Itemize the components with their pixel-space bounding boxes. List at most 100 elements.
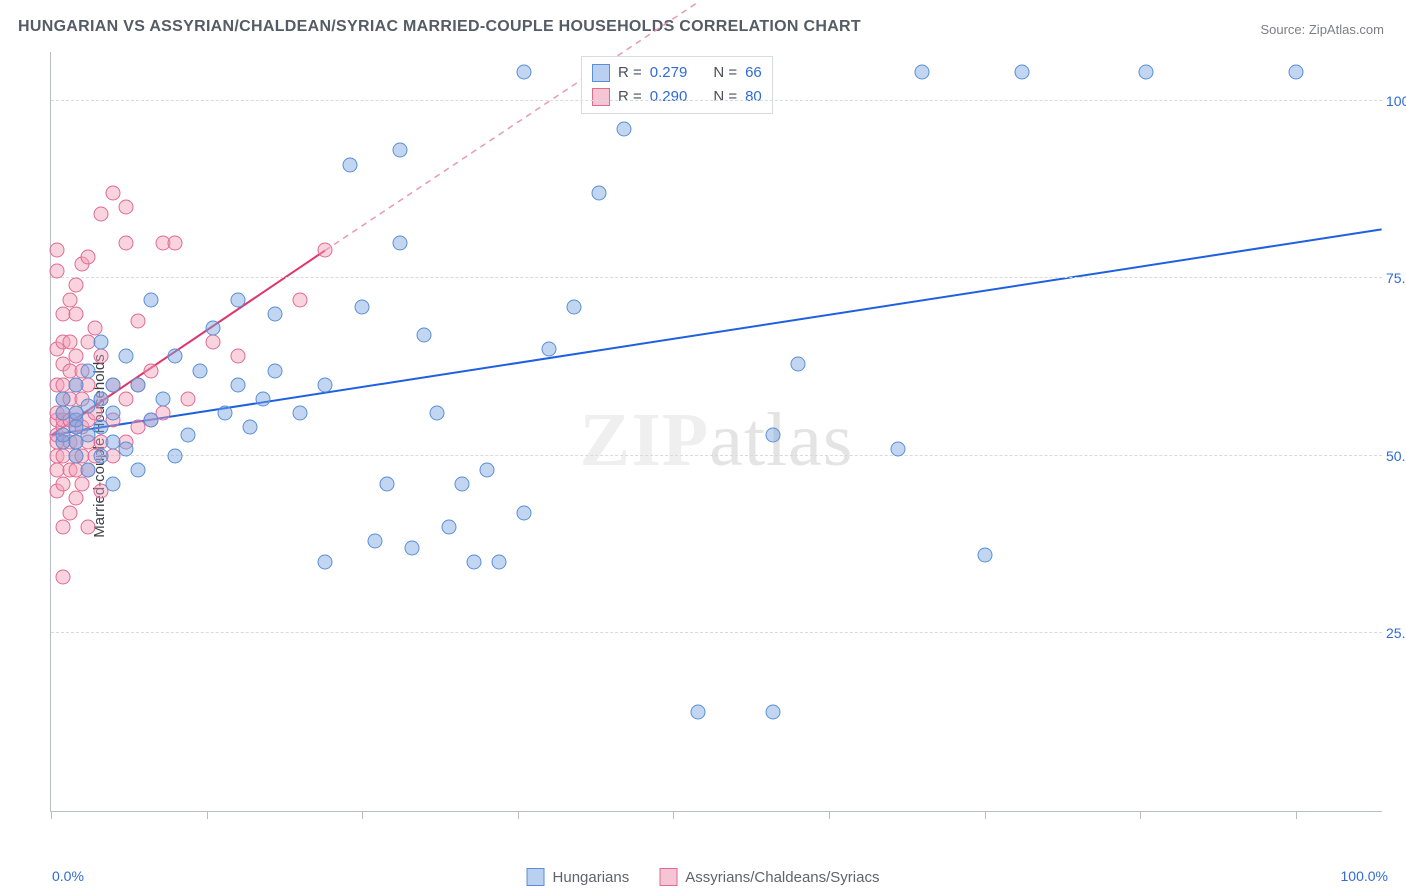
data-point	[193, 363, 208, 378]
data-point	[50, 264, 65, 279]
data-point	[1014, 65, 1029, 80]
x-tick	[829, 811, 830, 819]
data-point	[517, 505, 532, 520]
data-point	[62, 292, 77, 307]
data-point	[417, 328, 432, 343]
data-point	[168, 448, 183, 463]
data-point	[180, 427, 195, 442]
data-point	[367, 534, 382, 549]
gridline	[51, 632, 1382, 633]
legend-row: R =0.279N =66	[592, 61, 762, 85]
legend-swatch	[592, 64, 610, 82]
data-point	[230, 377, 245, 392]
legend-swatch	[592, 88, 610, 106]
data-point	[342, 157, 357, 172]
legend-n-value: 66	[745, 61, 762, 85]
data-point	[1139, 65, 1154, 80]
x-tick	[673, 811, 674, 819]
data-point	[355, 299, 370, 314]
data-point	[131, 313, 146, 328]
y-tick-label: 25.0%	[1386, 625, 1406, 641]
legend-n-value: 80	[745, 85, 762, 109]
data-point	[93, 335, 108, 350]
data-point	[168, 349, 183, 364]
data-point	[492, 555, 507, 570]
data-point	[517, 65, 532, 80]
data-point	[106, 377, 121, 392]
legend-r-label: R =	[618, 85, 642, 109]
data-point	[541, 342, 556, 357]
legend-swatch	[527, 868, 545, 886]
source-attribution: Source: ZipAtlas.com	[1260, 22, 1384, 37]
x-tick	[985, 811, 986, 819]
data-point	[156, 392, 171, 407]
data-point	[890, 441, 905, 456]
data-point	[81, 363, 96, 378]
series-legend: HungariansAssyrians/Chaldeans/Syriacs	[527, 868, 880, 886]
data-point	[479, 463, 494, 478]
data-point	[56, 392, 71, 407]
legend-r-value: 0.290	[650, 85, 688, 109]
data-point	[218, 406, 233, 421]
legend-n-label: N =	[713, 61, 737, 85]
data-point	[68, 377, 83, 392]
data-point	[255, 392, 270, 407]
data-point	[317, 555, 332, 570]
data-point	[766, 704, 781, 719]
data-point	[75, 477, 90, 492]
data-point	[68, 278, 83, 293]
legend-n-label: N =	[713, 85, 737, 109]
x-tick	[518, 811, 519, 819]
correlation-legend: R =0.279N =66R =0.290N =80	[581, 56, 773, 114]
data-point	[429, 406, 444, 421]
data-point	[62, 335, 77, 350]
data-point	[790, 356, 805, 371]
data-point	[230, 292, 245, 307]
data-point	[230, 349, 245, 364]
data-point	[50, 242, 65, 257]
x-axis-min-label: 0.0%	[52, 868, 84, 884]
data-point	[691, 704, 706, 719]
data-point	[118, 235, 133, 250]
gridline	[51, 455, 1382, 456]
data-point	[93, 448, 108, 463]
data-point	[766, 427, 781, 442]
data-point	[93, 420, 108, 435]
data-point	[56, 569, 71, 584]
data-point	[317, 242, 332, 257]
data-point	[205, 335, 220, 350]
data-point	[106, 406, 121, 421]
data-point	[566, 299, 581, 314]
data-point	[68, 491, 83, 506]
data-point	[93, 392, 108, 407]
data-point	[292, 406, 307, 421]
y-tick-label: 50.0%	[1386, 448, 1406, 464]
data-point	[131, 463, 146, 478]
data-point	[467, 555, 482, 570]
x-tick	[51, 811, 52, 819]
data-point	[392, 143, 407, 158]
trend-line	[325, 2, 698, 250]
data-point	[81, 463, 96, 478]
source-prefix: Source:	[1260, 22, 1308, 37]
watermark: ZIPatlas	[580, 397, 854, 484]
data-point	[143, 292, 158, 307]
data-point	[591, 186, 606, 201]
data-point	[292, 292, 307, 307]
data-point	[268, 363, 283, 378]
data-point	[268, 306, 283, 321]
data-point	[205, 321, 220, 336]
data-point	[168, 235, 183, 250]
data-point	[131, 377, 146, 392]
data-point	[405, 541, 420, 556]
data-point	[143, 363, 158, 378]
data-point	[180, 392, 195, 407]
data-point	[454, 477, 469, 492]
data-point	[56, 519, 71, 534]
watermark-zip: ZIP	[580, 398, 710, 482]
data-point	[68, 349, 83, 364]
legend-series-label: Assyrians/Chaldeans/Syriacs	[685, 869, 879, 886]
data-point	[62, 505, 77, 520]
source-link[interactable]: ZipAtlas.com	[1309, 22, 1384, 37]
y-tick-label: 100.0%	[1386, 93, 1406, 109]
